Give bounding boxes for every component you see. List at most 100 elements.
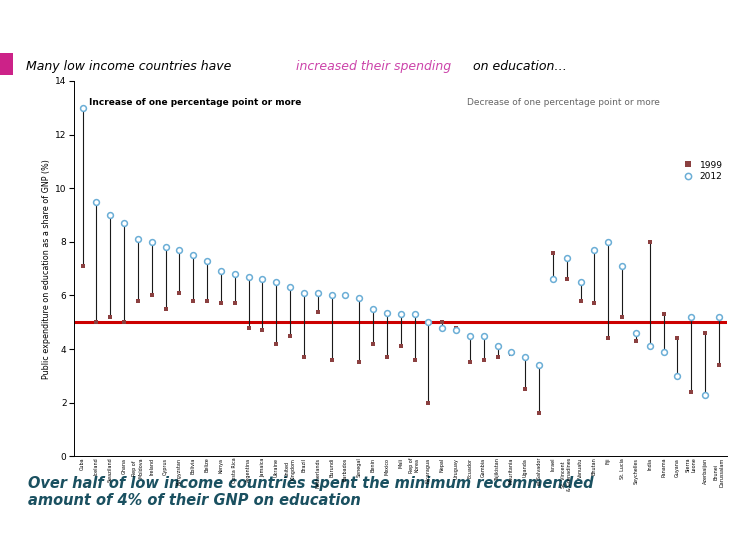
2012 xyxy=(396,311,405,318)
1999 xyxy=(258,327,267,334)
2012 xyxy=(382,309,391,316)
2012 xyxy=(217,268,226,274)
1999 xyxy=(396,343,405,349)
Legend: 1999, 2012: 1999, 2012 xyxy=(679,160,723,181)
1999 xyxy=(355,359,364,366)
1999 xyxy=(410,356,419,363)
2012 xyxy=(548,276,557,282)
2012 xyxy=(105,212,114,218)
1999 xyxy=(479,356,488,363)
1999 xyxy=(78,263,87,269)
2012 xyxy=(119,220,128,226)
1999 xyxy=(341,292,349,299)
2012 xyxy=(188,252,197,259)
Text: Decrease of one percentage point or more: Decrease of one percentage point or more xyxy=(467,98,660,107)
2012 xyxy=(355,295,364,301)
2012 xyxy=(272,279,280,285)
1999 xyxy=(700,330,709,336)
2012 xyxy=(134,236,142,242)
2012 xyxy=(715,314,723,320)
Text: on education…: on education… xyxy=(469,60,567,73)
2012 xyxy=(521,354,530,360)
1999 xyxy=(576,298,585,304)
1999 xyxy=(105,314,114,320)
1999 xyxy=(92,319,101,326)
2012 xyxy=(493,343,502,349)
1999 xyxy=(438,319,447,326)
Text: Over half of low income countries spent the minimum recommended
amount of 4% of : Over half of low income countries spent … xyxy=(28,476,594,508)
1999 xyxy=(299,354,308,360)
2012 xyxy=(646,343,654,349)
1999 xyxy=(493,354,502,360)
1999 xyxy=(452,325,461,331)
2012 xyxy=(327,292,336,299)
2012 xyxy=(700,392,709,398)
2012 xyxy=(507,348,516,355)
2012 xyxy=(299,289,308,296)
2012 xyxy=(617,263,626,269)
Line: 2012: 2012 xyxy=(79,105,722,397)
1999 xyxy=(715,362,723,368)
2012 xyxy=(244,273,253,280)
Text: Many countries have increased spending: Many countries have increased spending xyxy=(157,17,476,32)
1999 xyxy=(617,314,626,320)
2012 xyxy=(687,314,696,320)
2012 xyxy=(203,258,211,264)
1999 xyxy=(161,306,170,312)
1999 xyxy=(147,292,156,299)
2012 xyxy=(604,239,613,245)
2012 xyxy=(479,333,488,339)
1999 xyxy=(646,239,654,245)
2012 xyxy=(659,348,668,355)
2012 xyxy=(576,279,585,285)
1999 xyxy=(534,410,543,417)
2012 xyxy=(438,325,447,331)
2012 xyxy=(161,244,170,251)
1999 xyxy=(521,386,530,393)
Y-axis label: Public expenditure on education as a share of GNP (%): Public expenditure on education as a sha… xyxy=(42,159,51,379)
1999 xyxy=(369,340,378,347)
1999 xyxy=(659,311,668,318)
1999 xyxy=(286,333,295,339)
2012 xyxy=(175,247,184,253)
1999 xyxy=(313,308,322,315)
1999 xyxy=(272,340,280,347)
1999 xyxy=(203,298,211,304)
Bar xyxy=(0,53,13,75)
1999 xyxy=(548,249,557,256)
2012 xyxy=(673,373,682,379)
Text: Many low income countries have: Many low income countries have xyxy=(27,60,236,73)
2012 xyxy=(230,271,239,277)
1999 xyxy=(327,356,336,363)
1999 xyxy=(134,298,142,304)
2012 xyxy=(424,319,433,326)
2012 xyxy=(369,306,378,312)
2012 xyxy=(631,330,640,336)
2012 xyxy=(147,239,156,245)
2012 xyxy=(78,105,87,111)
2012 xyxy=(562,255,571,261)
2012 xyxy=(258,276,267,282)
Text: Domestic Finance:: Domestic Finance: xyxy=(22,17,180,32)
1999 xyxy=(188,298,197,304)
1999 xyxy=(244,325,253,331)
1999 xyxy=(562,276,571,282)
2012 xyxy=(341,292,349,299)
Text: Increase of one percentage point or more: Increase of one percentage point or more xyxy=(89,98,301,107)
1999 xyxy=(507,351,516,357)
1999 xyxy=(465,359,474,366)
1999 xyxy=(631,338,640,345)
2012 xyxy=(410,311,419,318)
2012 xyxy=(465,333,474,339)
1999 xyxy=(673,335,682,342)
1999 xyxy=(604,335,613,342)
1999 xyxy=(119,319,128,326)
1999 xyxy=(217,300,226,307)
1999 xyxy=(230,300,239,307)
1999 xyxy=(175,289,184,296)
Text: increased their spending: increased their spending xyxy=(296,60,451,73)
2012 xyxy=(590,247,599,253)
1999 xyxy=(687,389,696,395)
2012 xyxy=(452,327,461,334)
Line: 1999: 1999 xyxy=(81,240,720,415)
